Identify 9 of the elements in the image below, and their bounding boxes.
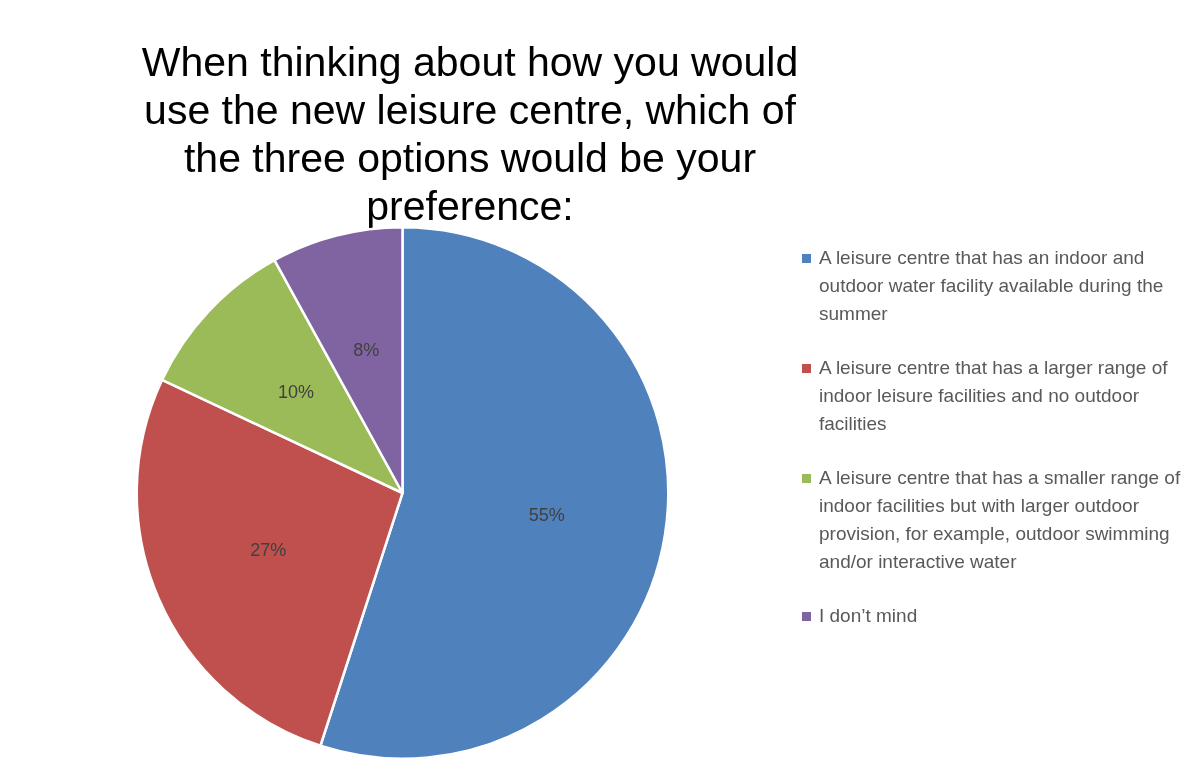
legend-label: A leisure centre that has a smaller range of indoor facilities but with larger outdoor provision, for example, outdoor swimming and/or interactive water [819, 466, 1182, 574]
legend-label: I don’t mind [819, 604, 918, 628]
legend-label: A leisure centre that has an indoor and outdoor water facility available during the summer [819, 246, 1165, 326]
data-label: 55% [528, 504, 565, 525]
data-label: 8% [353, 340, 380, 361]
chart-title: When thinking about how you would use the new leisure centre, which of the three options would be your preference: [140, 38, 800, 230]
legend-label: A leisure centre that has a larger range of indoor leisure facilities and no outdoor facilities [819, 356, 1169, 436]
data-label: 10% [277, 381, 314, 402]
data-label: 27% [250, 540, 287, 561]
